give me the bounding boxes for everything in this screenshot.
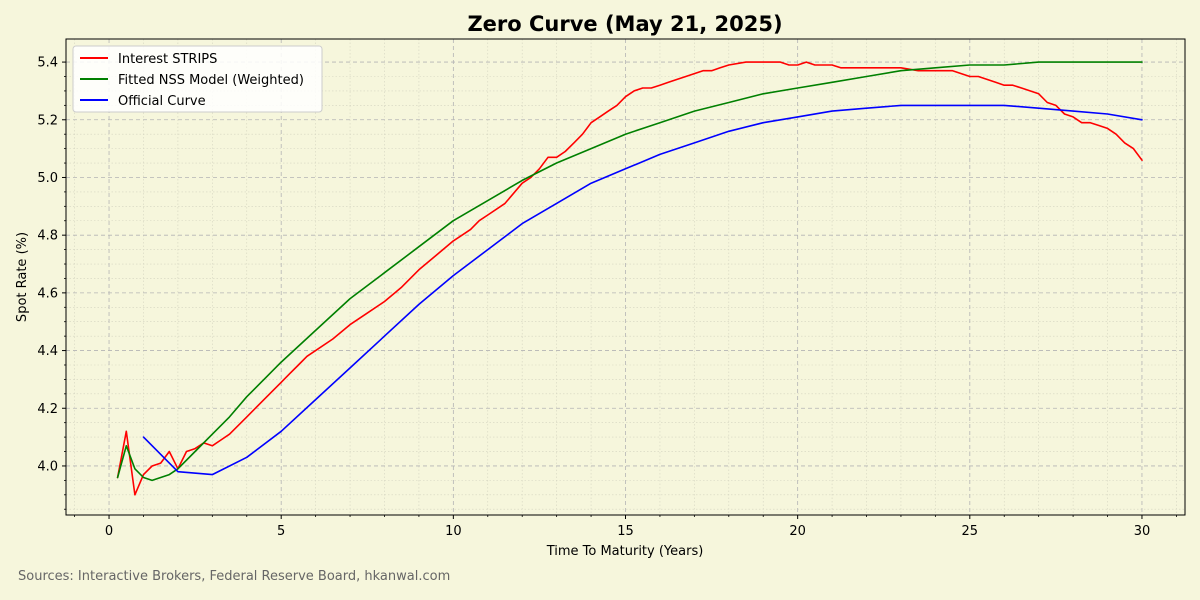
x-tick-label: 20 bbox=[789, 524, 806, 539]
ticks-layer: 0 5 10 15 20 25 30 4.0 4.2 4.4 4.6 4.8 5.0 5.2 5.4 bbox=[37, 56, 1177, 539]
x-axis-label: Time To Maturity (Years) bbox=[546, 544, 704, 559]
series-line-fitted-nss-model-weighted bbox=[116, 61, 1143, 482]
x-tick-label: 5 bbox=[277, 524, 285, 539]
y-axis-label: Spot Rate (%) bbox=[15, 232, 30, 322]
y-tick-label: 5.0 bbox=[37, 171, 58, 186]
x-tick-label: 0 bbox=[105, 524, 113, 539]
y-tick-label: 4.6 bbox=[37, 286, 58, 301]
series-layer bbox=[116, 61, 1143, 496]
y-tick-label: 4.8 bbox=[37, 229, 58, 244]
x-tick-label: 15 bbox=[617, 524, 634, 539]
x-tick-label: 10 bbox=[445, 524, 462, 539]
legend: Interest STRIPS Fitted NSS Model (Weight… bbox=[72, 45, 323, 113]
y-tick-label: 5.4 bbox=[37, 56, 58, 71]
chart-title: Zero Curve (May 21, 2025) bbox=[467, 12, 782, 36]
legend-label-fitted-nss: Fitted NSS Model (Weighted) bbox=[118, 73, 304, 88]
grid-layer bbox=[66, 39, 1185, 515]
y-tick-label: 5.2 bbox=[37, 113, 58, 128]
series-line-official-curve bbox=[142, 104, 1143, 476]
source-note: Sources: Interactive Brokers, Federal Re… bbox=[18, 569, 451, 584]
y-tick-label: 4.0 bbox=[37, 459, 58, 474]
legend-label-interest-strips: Interest STRIPS bbox=[118, 52, 217, 67]
x-tick-label: 30 bbox=[1134, 524, 1151, 539]
series-line-interest-strips bbox=[116, 61, 1143, 496]
legend-frame bbox=[72, 45, 323, 113]
y-tick-label: 4.2 bbox=[37, 402, 58, 417]
legend-label-official-curve: Official Curve bbox=[118, 94, 206, 109]
y-tick-label: 4.4 bbox=[37, 344, 58, 359]
x-tick-label: 25 bbox=[962, 524, 979, 539]
